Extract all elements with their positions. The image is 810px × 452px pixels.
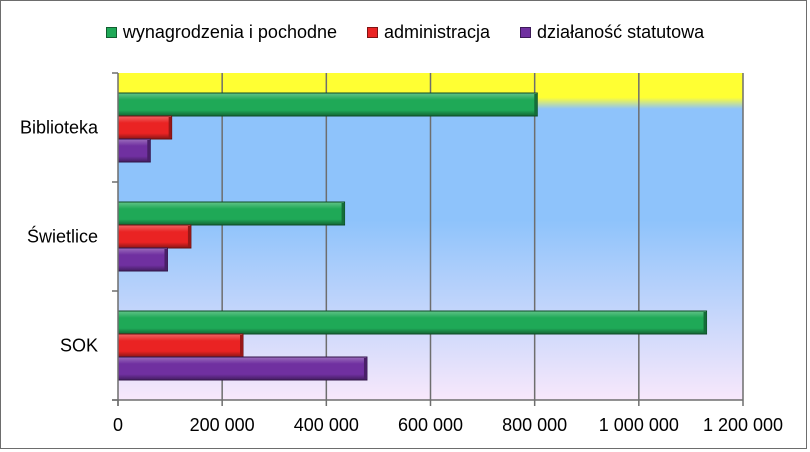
bar-end--wietlice-series-2 bbox=[164, 249, 168, 270]
bar-end-sok-series-1 bbox=[240, 335, 243, 356]
category-label: Świetlice bbox=[27, 226, 98, 247]
legend-swatch-administracja bbox=[367, 26, 378, 38]
bar-end--wietlice-series-0 bbox=[341, 203, 345, 224]
bar-sok-series-1 bbox=[117, 333, 244, 358]
x-tick-label: 400 000 bbox=[294, 415, 359, 435]
legend-item-statutowa: działaność statutowa bbox=[520, 20, 704, 44]
bar--wietlice-series-2 bbox=[117, 247, 168, 272]
bar-end-biblioteka-series-1 bbox=[168, 117, 172, 138]
x-tick-label: 0 bbox=[113, 415, 123, 435]
x-tick-label: 800 000 bbox=[502, 415, 567, 435]
bar-sok-series-0 bbox=[117, 310, 708, 335]
legend-item-wynagrodzenia: wynagrodzenia i pochodne bbox=[105, 20, 337, 44]
bar-biblioteka-series-2 bbox=[117, 138, 151, 163]
x-tick-label: 200 000 bbox=[190, 415, 255, 435]
x-tick-label: 1 200 000 bbox=[703, 415, 783, 435]
legend-label-administracja: administracja bbox=[384, 21, 491, 42]
legend: wynagrodzenia i pochodne administracja d… bbox=[0, 20, 810, 44]
bar-biblioteka-series-0 bbox=[117, 92, 538, 117]
bar--wietlice-series-0 bbox=[117, 201, 346, 226]
bar-biblioteka-series-1 bbox=[117, 115, 173, 140]
bar-end-sok-series-2 bbox=[363, 358, 367, 379]
bars bbox=[117, 92, 708, 381]
bar-end-sok-series-0 bbox=[703, 312, 707, 333]
axes: 0 200 000 400 000 600 000 800 000 1 000 000 1 … bbox=[20, 72, 783, 435]
bar-end-biblioteka-series-2 bbox=[147, 140, 151, 161]
x-tick-label: 600 000 bbox=[398, 415, 463, 435]
category-label: Biblioteka bbox=[20, 118, 99, 138]
bar-end--wietlice-series-1 bbox=[187, 226, 191, 247]
legend-label-statutowa: działaność statutowa bbox=[537, 21, 705, 42]
legend-swatch-statutowa bbox=[520, 26, 532, 38]
x-tick-label: 1 000 000 bbox=[599, 415, 679, 435]
category-label: SOK bbox=[60, 336, 98, 356]
bar-sok-series-2 bbox=[117, 356, 368, 381]
bar-end-biblioteka-series-0 bbox=[534, 94, 538, 115]
bar--wietlice-series-1 bbox=[117, 224, 192, 249]
legend-swatch-wynagrodzenia bbox=[105, 26, 117, 38]
legend-item-administracja: administracja bbox=[367, 20, 490, 44]
legend-label-wynagrodzenia: wynagrodzenia i pochodne bbox=[122, 21, 337, 42]
